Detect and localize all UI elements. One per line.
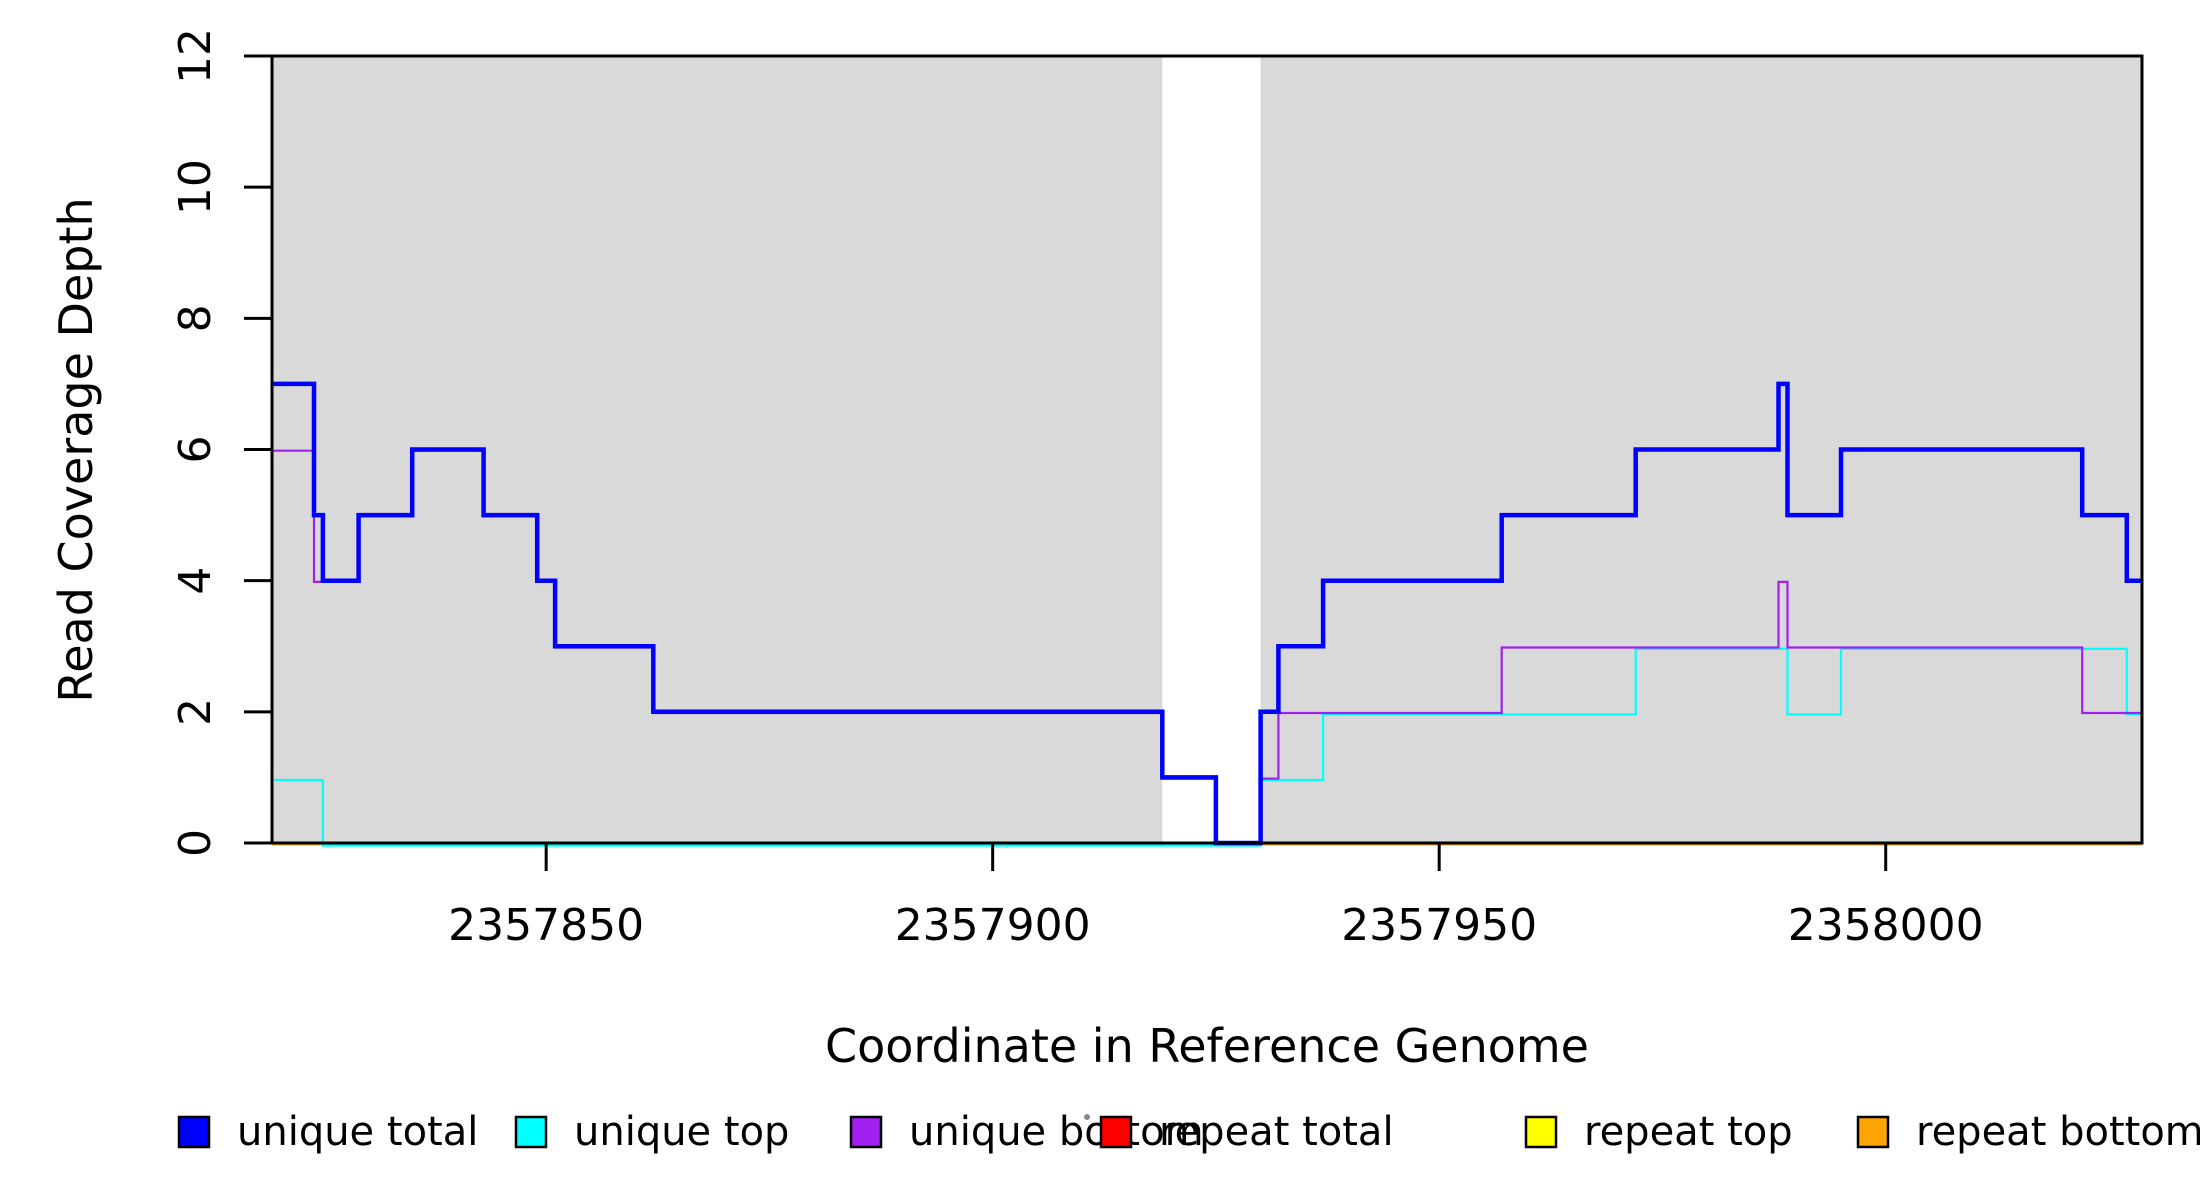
legend-label: repeat top xyxy=(1584,1109,1793,1155)
x-tick-label: 2357850 xyxy=(448,900,644,951)
legend-item-repeat-bottom: repeat bottom xyxy=(1856,1109,2200,1155)
y-tick-label: 8 xyxy=(170,304,221,332)
legend-item-repeat-total: repeat total xyxy=(1099,1109,1394,1155)
series-line-unique-top xyxy=(272,647,2142,847)
legend-label: repeat bottom xyxy=(1916,1109,2200,1155)
legend-item-unique-total: unique total xyxy=(177,1109,478,1155)
legend-label: unique bottom xyxy=(909,1109,1204,1155)
y-axis-title: Read Coverage Depth xyxy=(49,197,103,702)
legend-label: repeat total xyxy=(1159,1109,1394,1155)
x-axis-title: Coordinate in Reference Genome xyxy=(825,1019,1589,1073)
shaded-region xyxy=(272,56,1163,843)
legend-swatch-unique-top xyxy=(514,1115,548,1149)
legend-item-unique-top: unique top xyxy=(514,1109,789,1155)
y-tick-label: 2 xyxy=(170,698,221,726)
legend-label: unique total xyxy=(237,1109,478,1155)
legend-swatch-unique-total xyxy=(177,1115,211,1149)
y-axis-ticks: 0 2 4 6 8 10 12 xyxy=(170,28,272,857)
legend-item-repeat-top: repeat top xyxy=(1524,1109,1793,1155)
y-tick-label: 0 xyxy=(170,829,221,857)
y-tick-label: 6 xyxy=(170,436,221,464)
x-tick-label: 2357900 xyxy=(895,900,1091,951)
stray-mark xyxy=(1084,1114,1090,1120)
y-tick-label: 12 xyxy=(170,28,221,84)
legend-swatch-repeat-bottom xyxy=(1856,1115,1890,1149)
legend-item-unique-bottom: unique bottom xyxy=(849,1109,1204,1155)
legend-swatch-repeat-top xyxy=(1524,1115,1558,1149)
legend: unique total unique top unique bottomrepea… xyxy=(177,1109,2200,1155)
x-axis-ticks: 2357850 2357900 2357950 2358000 xyxy=(448,843,1984,951)
y-tick-label: 10 xyxy=(170,159,221,215)
legend-swatch-unique-bottom xyxy=(849,1115,883,1149)
legend-label: unique top xyxy=(574,1109,789,1155)
x-tick-label: 2357950 xyxy=(1341,900,1537,951)
legend-swatch-repeat-total xyxy=(1099,1115,1133,1149)
y-tick-label: 4 xyxy=(170,567,221,595)
x-tick-label: 2358000 xyxy=(1788,900,1984,951)
